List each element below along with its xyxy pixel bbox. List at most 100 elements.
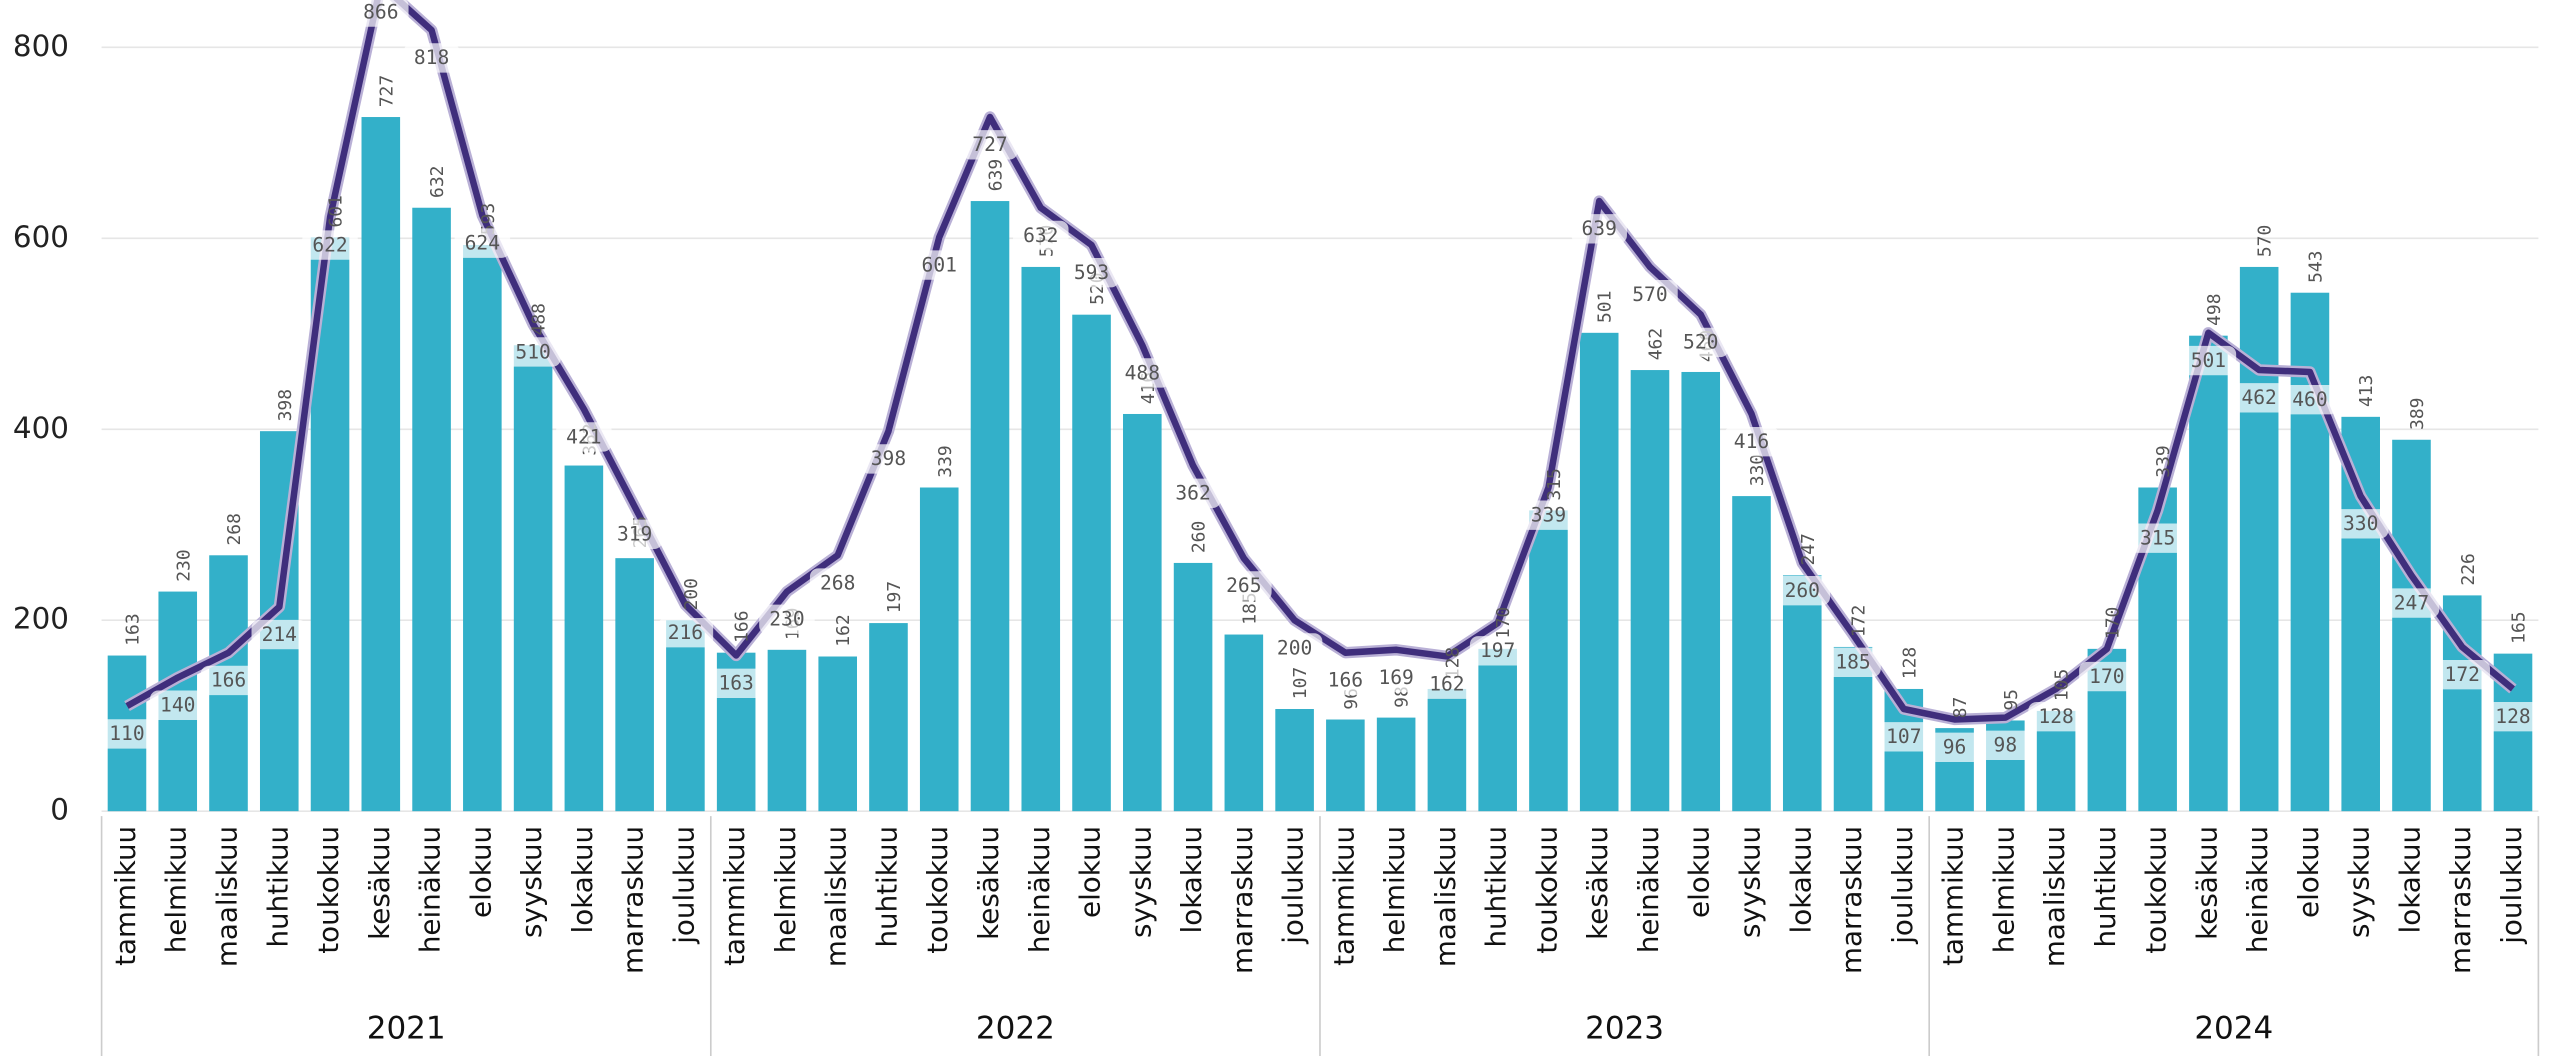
x-tick-label: toukokuu: [1530, 826, 1563, 954]
label-box: [759, 604, 815, 635]
bar: [2189, 335, 2228, 812]
line-label-text: 162: [1429, 673, 1464, 696]
line-label: 172: [2434, 660, 2490, 690]
line-label-text: 163: [718, 672, 753, 695]
label-box: [1368, 662, 1424, 693]
line-label-text: 169: [1378, 666, 1413, 689]
x-tick-label: lokakuu: [1784, 826, 1817, 934]
bar-label: 501: [1595, 291, 1616, 323]
line-label-text: 98: [1994, 734, 2018, 757]
line-label: 339: [1520, 500, 1577, 530]
line-label-text: 247: [2394, 591, 2429, 614]
x-tick-label: tammikuu: [109, 826, 142, 966]
label-box: [1672, 327, 1729, 358]
x-tick-label: marraskuu: [617, 826, 650, 974]
x-tick-label: syyskuu: [515, 826, 548, 938]
bar-label: 601: [326, 195, 347, 227]
label-box: [2129, 523, 2186, 553]
bar: [1326, 719, 1365, 812]
bar: [919, 487, 959, 812]
line-label: 460: [2282, 385, 2338, 415]
bar-label: 105: [2052, 669, 2073, 701]
line-label-text: 520: [1683, 331, 1718, 354]
line-label: 421: [556, 422, 612, 452]
line-label: 185: [1825, 647, 1881, 677]
line-label: 462: [2231, 383, 2287, 413]
line-label-text: 601: [922, 253, 957, 276]
line-label-text: 460: [2292, 388, 2327, 411]
line-label: 416: [1723, 427, 1780, 457]
line-label-text: 170: [2089, 665, 2124, 688]
y-tick-label: 600: [13, 220, 69, 254]
line-label: 601: [911, 250, 967, 280]
bar: [1630, 370, 1670, 812]
label-box: [2485, 702, 2541, 732]
x-tick-label: tammikuu: [718, 826, 751, 966]
bar: [1173, 562, 1213, 812]
label-box: [1723, 427, 1780, 457]
label-box: [1419, 669, 1475, 699]
bar-label: 170: [1493, 607, 1514, 639]
line-label: 501: [2180, 345, 2237, 376]
line-label: 166: [200, 665, 257, 696]
y-tick-label: 0: [50, 793, 69, 827]
label-box: [962, 130, 1018, 160]
line-label-text: 200: [1277, 636, 1312, 659]
line-label-text: 624: [465, 231, 500, 254]
bar: [1376, 717, 1416, 812]
x-tick-label: toukokuu: [2140, 826, 2173, 954]
label-box: [2434, 660, 2490, 690]
x-tick-label: huhtikuu: [870, 826, 903, 948]
label-box: [860, 444, 917, 474]
bar-label: 200: [681, 578, 702, 610]
group-label: 2024: [2194, 1010, 2273, 1046]
label-box: [2180, 345, 2237, 376]
line-label: 216: [657, 617, 714, 648]
line-label-text: 172: [2445, 663, 2480, 686]
line-label-text: 593: [1074, 261, 1109, 284]
bar-label: 107: [1290, 667, 1311, 699]
x-tick-label: elokuu: [1074, 826, 1107, 918]
bar-label: 339: [2153, 445, 2174, 477]
bar: [1021, 266, 1061, 812]
bar: [767, 649, 807, 812]
line-label: 260: [1774, 575, 1831, 606]
x-tick-label: joulukuu: [2495, 826, 2528, 945]
label-box: [2028, 702, 2084, 732]
label-box: [809, 568, 866, 598]
group-label: 2023: [1585, 1010, 1664, 1046]
bar-label: 543: [2305, 251, 2326, 283]
x-tick-label: kesäkuu: [972, 826, 1005, 940]
label-box: [1622, 279, 1678, 310]
label-box: [1063, 258, 1120, 288]
label-box: [708, 668, 764, 698]
x-tick-label: marraskuu: [2444, 826, 2477, 974]
line-label: 163: [708, 668, 764, 698]
bar: [2239, 266, 2279, 812]
bar-label: 339: [935, 445, 956, 477]
x-tick-label: toukokuu: [312, 826, 345, 954]
x-tick-label: elokuu: [464, 826, 497, 918]
x-tick-label: helmikuu: [769, 826, 802, 953]
label-box: [454, 228, 511, 258]
line-label-text: 128: [2038, 705, 2073, 728]
group-label: 2022: [976, 1010, 1055, 1046]
label-box: [2231, 383, 2287, 413]
bar-label: 330: [1747, 454, 1768, 486]
bar: [361, 117, 401, 812]
bar: [1275, 709, 1314, 812]
bar-label: 170: [2102, 607, 2123, 639]
line-label: 622: [302, 230, 358, 260]
x-tick-label: joulukuu: [1886, 826, 1919, 945]
line-label-text: 230: [769, 608, 804, 631]
line-label: 632: [1013, 220, 1069, 251]
line-label: 488: [1114, 358, 1171, 388]
bar: [1224, 634, 1264, 812]
bar-label: 488: [529, 303, 550, 335]
label-box: [1977, 730, 2034, 761]
label-box: [1825, 647, 1881, 677]
bar: [818, 656, 857, 812]
bar-label: 172: [1849, 605, 1870, 637]
line-label: 140: [149, 690, 206, 720]
